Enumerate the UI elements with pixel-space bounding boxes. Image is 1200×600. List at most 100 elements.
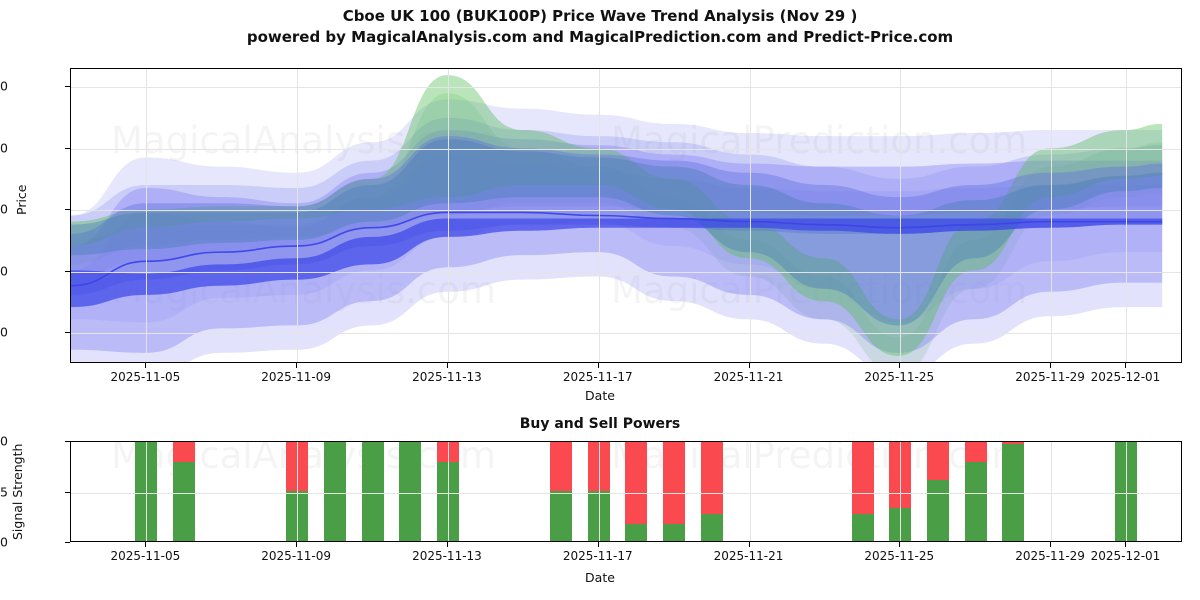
- vertical-gridline: [297, 69, 299, 362]
- power-bar[interactable]: [663, 442, 686, 541]
- power-bar[interactable]: [550, 442, 573, 541]
- buy-power-segment: [964, 462, 987, 541]
- price-wave-layer: [71, 75, 1163, 362]
- power-xtick-mark: [597, 542, 599, 547]
- power-xtick-label: 2025-12-01: [1090, 549, 1161, 563]
- power-bar[interactable]: [361, 442, 384, 541]
- power-bar[interactable]: [700, 442, 723, 541]
- sell-power-segment: [173, 442, 196, 463]
- buy-power-segment: [550, 490, 573, 541]
- power-ytick-mark: [65, 491, 70, 493]
- price-xtick-label: 2025-11-05: [110, 370, 181, 384]
- price-xtick-label: 2025-11-25: [864, 370, 935, 384]
- vertical-gridline: [1126, 69, 1128, 362]
- price-xtick-mark: [1125, 363, 1127, 368]
- price-gridline: [71, 210, 1181, 212]
- power-ytick-mark: [65, 441, 70, 442]
- price-ytick-mark: [65, 332, 70, 334]
- power-xtick-label: 2025-11-29: [1015, 549, 1085, 563]
- power-ytick-label: 0.5: [0, 484, 8, 499]
- price-xtick-label: 2025-11-17: [562, 370, 633, 384]
- power-chart-title: Buy and Sell Powers: [519, 416, 681, 432]
- buy-power-segment: [625, 523, 648, 541]
- power-xtick-mark: [145, 542, 147, 547]
- vertical-gridline: [749, 442, 751, 541]
- sell-power-segment: [625, 442, 648, 524]
- buy-power-segment: [851, 513, 874, 541]
- price-xtick-label: 2025-11-13: [412, 370, 482, 384]
- band-green: [71, 75, 1163, 356]
- band-outer-blue: [71, 130, 1163, 353]
- power-xtick-mark: [899, 542, 901, 547]
- price-ytick-mark: [65, 86, 70, 88]
- sell-power-segment: [851, 442, 874, 514]
- price-ytick-mark: [65, 270, 70, 272]
- power-bar[interactable]: [323, 442, 346, 541]
- buy-power-segment: [361, 442, 384, 541]
- sell-power-segment: [700, 442, 723, 514]
- vertical-gridline: [749, 69, 751, 362]
- price-ytick-mark: [65, 209, 70, 211]
- buy-power-segment: [173, 462, 196, 541]
- price-xtick-mark: [597, 363, 599, 368]
- power-bar[interactable]: [964, 442, 987, 541]
- power-bar[interactable]: [1002, 442, 1025, 541]
- power-bar[interactable]: [851, 442, 874, 541]
- power-xtick-mark: [748, 542, 750, 547]
- power-bar[interactable]: [625, 442, 648, 541]
- price-ytick-label: 960: [0, 263, 8, 279]
- band-inner-blue-echo: [71, 117, 1163, 277]
- sell-power-segment: [663, 442, 686, 524]
- band-outer-blue-echo-a: [71, 154, 1163, 362]
- page-subtitle: powered by MagicalAnalysis.com and Magic…: [246, 28, 954, 46]
- power-xtick-mark: [1050, 542, 1052, 547]
- price-ytick-label: 950: [0, 324, 8, 340]
- vertical-gridline: [1126, 442, 1128, 541]
- power-xtick-mark: [296, 542, 298, 547]
- sell-power-segment: [926, 442, 949, 481]
- sell-power-segment: [1002, 442, 1025, 445]
- price-midline: [71, 211, 1163, 287]
- vertical-gridline: [598, 442, 600, 541]
- vertical-gridline: [297, 442, 299, 541]
- price-gridline: [71, 333, 1181, 335]
- power-xtick-label: 2025-11-09: [261, 549, 332, 563]
- power-xtick-mark: [1125, 542, 1127, 547]
- chart-title-block: Cboe UK 100 (BUK100P) Price Wave Trend A…: [0, 6, 1200, 48]
- sell-power-segment: [550, 442, 573, 491]
- price-xtick-label: 2025-11-09: [261, 370, 332, 384]
- vertical-gridline: [900, 69, 902, 362]
- price-ytick-label: 990: [0, 78, 8, 94]
- price-gridline: [71, 148, 1181, 150]
- power-gridline: [71, 492, 1181, 494]
- vertical-gridline: [447, 442, 449, 541]
- price-xtick-mark: [296, 363, 298, 368]
- buy-power-segment: [663, 523, 686, 541]
- price-xtick-label: 2025-11-29: [1015, 370, 1085, 384]
- price-xtick-label: 2025-12-01: [1090, 370, 1161, 384]
- vertical-gridline: [146, 69, 148, 362]
- power-xtick-label: 2025-11-21: [713, 549, 784, 563]
- sell-power-segment: [964, 442, 987, 463]
- vertical-gridline: [598, 69, 600, 362]
- power-ytick-mark: [65, 542, 70, 543]
- buy-sell-power-plot: MagicalAnalysis.com MagicalPrediction.co…: [70, 441, 1182, 542]
- vertical-gridline: [900, 442, 902, 541]
- price-xtick-mark: [446, 363, 448, 368]
- power-bar[interactable]: [173, 442, 196, 541]
- power-bar[interactable]: [926, 442, 949, 541]
- price-xtick-mark: [748, 363, 750, 368]
- price-xtick-label: 2025-11-21: [713, 370, 784, 384]
- price-axis-x-label: Date: [585, 388, 615, 403]
- price-xtick-mark: [899, 363, 901, 368]
- price-ytick-label: 970: [0, 201, 8, 217]
- power-xtick-label: 2025-11-17: [562, 549, 633, 563]
- band-core-blue: [71, 218, 1163, 308]
- power-axis-y-label: Signal Strength: [10, 443, 25, 540]
- power-ytick-label: 1.0: [0, 433, 8, 449]
- power-bar[interactable]: [399, 442, 422, 541]
- power-axis-x-label: Date: [585, 570, 615, 585]
- vertical-gridline: [1051, 442, 1053, 541]
- price-ytick-mark: [65, 147, 70, 149]
